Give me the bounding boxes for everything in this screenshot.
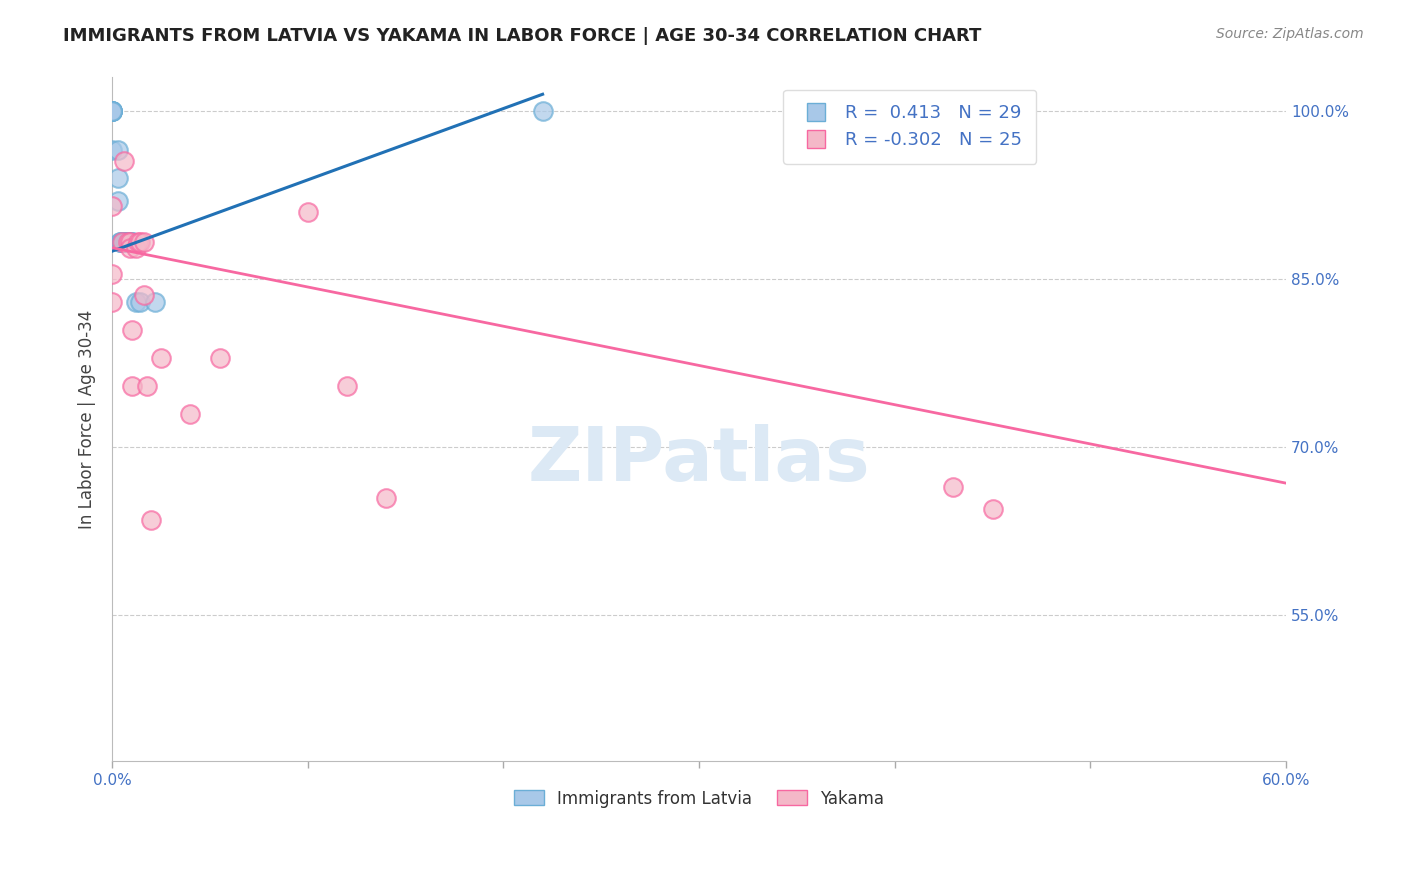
Point — [336, 378, 359, 392]
Point — [143, 294, 166, 309]
Point — [108, 235, 131, 250]
Point — [101, 199, 124, 213]
Point — [101, 104, 124, 119]
Point — [121, 323, 143, 337]
Text: IMMIGRANTS FROM LATVIA VS YAKAMA IN LABOR FORCE | AGE 30-34 CORRELATION CHART: IMMIGRANTS FROM LATVIA VS YAKAMA IN LABO… — [63, 27, 981, 45]
Point — [101, 294, 124, 309]
Point — [112, 154, 135, 169]
Point — [127, 235, 149, 250]
Point — [118, 235, 141, 250]
Point — [108, 235, 131, 250]
Point — [118, 235, 141, 250]
Point — [107, 143, 129, 157]
Point — [136, 378, 159, 392]
Point — [111, 235, 134, 250]
Point — [112, 235, 135, 250]
Point — [128, 294, 150, 309]
Point — [128, 235, 150, 250]
Point — [208, 351, 231, 365]
Point — [101, 104, 124, 119]
Point — [981, 502, 1004, 516]
Point — [107, 194, 129, 208]
Text: Source: ZipAtlas.com: Source: ZipAtlas.com — [1216, 27, 1364, 41]
Text: ZIPatlas: ZIPatlas — [527, 424, 870, 497]
Point — [942, 479, 965, 493]
Point — [297, 205, 319, 219]
Point — [111, 235, 134, 250]
Point — [125, 241, 148, 255]
Point — [121, 235, 143, 250]
Point — [118, 241, 141, 255]
Point — [117, 235, 139, 250]
Point — [112, 235, 135, 250]
Point — [531, 104, 554, 119]
Point — [132, 288, 155, 302]
Point — [115, 235, 138, 250]
Point — [101, 104, 124, 119]
Point — [115, 235, 138, 250]
Point — [101, 104, 124, 119]
Point — [179, 407, 201, 421]
Point — [132, 235, 155, 250]
Point — [107, 171, 129, 186]
Point — [111, 235, 134, 250]
Point — [101, 143, 124, 157]
Point — [117, 235, 139, 250]
Point — [101, 104, 124, 119]
Point — [115, 235, 138, 250]
Y-axis label: In Labor Force | Age 30-34: In Labor Force | Age 30-34 — [79, 310, 96, 529]
Point — [141, 513, 163, 527]
Point — [150, 351, 173, 365]
Point — [101, 104, 124, 119]
Point — [101, 267, 124, 281]
Point — [117, 235, 139, 250]
Point — [121, 378, 143, 392]
Point — [121, 235, 143, 250]
Point — [125, 294, 148, 309]
Point — [112, 235, 135, 250]
Legend: Immigrants from Latvia, Yakama: Immigrants from Latvia, Yakama — [508, 783, 891, 814]
Point — [375, 491, 398, 505]
